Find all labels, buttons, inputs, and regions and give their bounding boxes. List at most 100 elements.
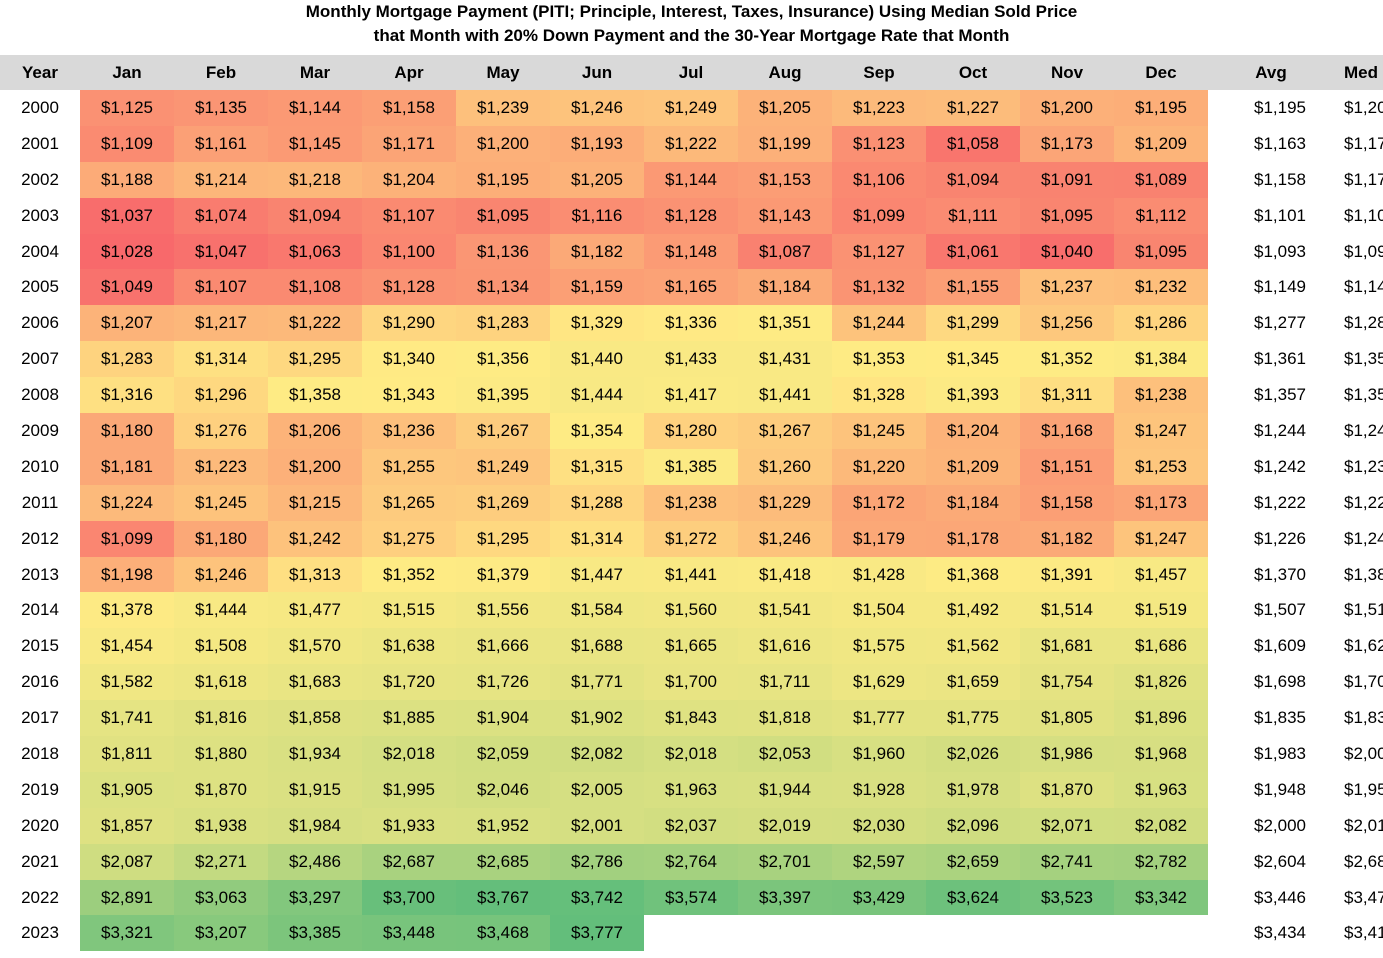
heatmap-cell: $2,037 xyxy=(644,807,738,844)
column-gap xyxy=(1208,664,1226,700)
avg-cell: $1,163 xyxy=(1254,133,1306,153)
heatmap-cell: $1,195 xyxy=(1114,90,1208,126)
column-gap xyxy=(1208,628,1226,664)
heatmap-cell: $1,107 xyxy=(174,269,268,306)
med-cell: $1,353 xyxy=(1344,349,1383,369)
heatmap-cell: $2,001 xyxy=(550,807,644,844)
heatmap-cell: $1,444 xyxy=(174,592,268,629)
heatmap-cell: $3,342 xyxy=(1114,879,1208,916)
heatmap-cell: $1,209 xyxy=(1114,125,1208,162)
heatmap-cell: $1,288 xyxy=(550,484,644,521)
heatmap-cell: $1,199 xyxy=(738,125,832,162)
chart-title-line-2: that Month with 20% Down Payment and the… xyxy=(373,26,1010,45)
heatmap-cell: $1,905 xyxy=(80,771,174,808)
heatmap-cell: $1,826 xyxy=(1114,664,1208,701)
heatmap-cell: $1,200 xyxy=(1020,90,1114,126)
heatmap-cell: $1,944 xyxy=(738,771,832,808)
heatmap-cell: $1,206 xyxy=(268,413,362,449)
table-row: 2009 $1,180 $1,276 $1,206 $1,236 $1,267 $1,354… xyxy=(0,413,1383,449)
heatmap-cell: $1,290 xyxy=(362,305,456,342)
heatmap-cell: $1,688 xyxy=(550,628,644,665)
year-label: 2019 xyxy=(21,779,59,799)
heatmap-cell: $1,095 xyxy=(456,197,550,234)
heatmap-cell: $1,255 xyxy=(362,448,456,485)
heatmap-cell: $3,468 xyxy=(456,915,550,952)
table-row: 2008 $1,316 $1,296 $1,358 $1,343 $1,395 $1,444… xyxy=(0,377,1383,414)
heatmap-cell: $1,214 xyxy=(174,161,268,198)
med-cell: $3,416 xyxy=(1344,923,1383,943)
heatmap-cell: $1,843 xyxy=(644,700,738,737)
header-year: Year xyxy=(0,55,80,90)
heatmap-cell: $1,316 xyxy=(80,377,174,414)
med-cell: $1,830 xyxy=(1344,708,1383,728)
heatmap-cell: $1,247 xyxy=(1114,520,1208,557)
header-month-may: May xyxy=(456,55,550,90)
avg-cell: $2,604 xyxy=(1254,851,1306,871)
heatmap-cell: $1,314 xyxy=(174,341,268,378)
heatmap-cell: $1,165 xyxy=(644,269,738,306)
heatmap-cell: $1,352 xyxy=(1020,341,1114,378)
heatmap-cell: $1,178 xyxy=(926,520,1020,557)
table-row: 2020 $1,857 $1,938 $1,984 $1,933 $1,952 $2,001… xyxy=(0,807,1383,844)
header-month-jan: Jan xyxy=(80,55,174,90)
heatmap-cell: $1,269 xyxy=(456,484,550,521)
column-gap xyxy=(1208,449,1226,485)
avg-cell: $2,000 xyxy=(1254,815,1306,835)
avg-cell: $1,609 xyxy=(1254,636,1306,656)
heatmap-cell: $1,047 xyxy=(174,233,268,270)
med-cell: $1,103 xyxy=(1344,205,1383,225)
year-label: 2013 xyxy=(21,564,59,584)
column-gap xyxy=(1208,521,1226,557)
heatmap-cell: $1,238 xyxy=(644,484,738,521)
med-cell: $1,351 xyxy=(1344,385,1383,405)
heatmap-cell: $1,236 xyxy=(362,413,456,449)
heatmap-cell: $2,782 xyxy=(1114,843,1208,880)
heatmap-cell: $1,256 xyxy=(1020,305,1114,342)
table-body: 2000 $1,125 $1,135 $1,144 $1,158 $1,239 $1,246… xyxy=(0,90,1383,952)
column-gap xyxy=(1208,162,1226,198)
heatmap-cell: $1,180 xyxy=(174,520,268,557)
heatmap-cell: $1,313 xyxy=(268,556,362,593)
heatmap-cell: $1,123 xyxy=(832,125,926,162)
heatmap-cell: $1,444 xyxy=(550,377,644,414)
heatmap-cell: $1,711 xyxy=(738,664,832,701)
heatmap-cell: $1,818 xyxy=(738,700,832,737)
heatmap-cell: $1,978 xyxy=(926,771,1020,808)
heatmap-cell: $1,811 xyxy=(80,736,174,772)
heatmap-cell xyxy=(644,915,738,952)
heatmap-cell: $2,891 xyxy=(80,879,174,916)
year-label: 2023 xyxy=(21,923,59,943)
year-label: 2014 xyxy=(21,600,59,620)
heatmap-cell: $1,700 xyxy=(644,664,738,701)
column-gap xyxy=(1208,90,1226,126)
heatmap-cell: $1,100 xyxy=(362,233,456,270)
heatmap-cell: $1,659 xyxy=(926,664,1020,701)
heatmap-cell: $1,182 xyxy=(550,233,644,270)
heatmap-cell: $1,184 xyxy=(738,269,832,306)
table-row: 2021 $2,087 $2,271 $2,486 $2,687 $2,685 $2,786… xyxy=(0,843,1383,880)
heatmap-cell: $1,995 xyxy=(362,771,456,808)
heatmap-cell: $2,019 xyxy=(738,807,832,844)
heatmap-cell: $1,249 xyxy=(644,90,738,126)
heatmap-cell: $1,816 xyxy=(174,700,268,737)
heatmap-cell: $1,295 xyxy=(268,341,362,378)
heatmap-cell: $1,433 xyxy=(644,341,738,378)
heatmap-cell: $1,089 xyxy=(1114,161,1208,198)
heatmap-cell: $1,960 xyxy=(832,736,926,772)
year-label: 2015 xyxy=(21,636,59,656)
heatmap-cell: $1,870 xyxy=(174,771,268,808)
heatmap-cell: $1,106 xyxy=(832,161,926,198)
table-row: 2006 $1,207 $1,217 $1,222 $1,290 $1,283 $1,329… xyxy=(0,305,1383,342)
avg-cell: $1,357 xyxy=(1254,385,1306,405)
heatmap-cell: $1,209 xyxy=(926,448,1020,485)
header-month-oct: Oct xyxy=(926,55,1020,90)
heatmap-cell: $1,144 xyxy=(268,90,362,126)
column-gap xyxy=(1208,736,1226,772)
avg-cell: $1,835 xyxy=(1254,708,1306,728)
heatmap-cell: $1,145 xyxy=(268,125,362,162)
heatmap-cell: $3,385 xyxy=(268,915,362,952)
table-row: 2010 $1,181 $1,223 $1,200 $1,255 $1,249 $1,315… xyxy=(0,448,1383,485)
avg-cell: $1,948 xyxy=(1254,779,1306,799)
heatmap-cell: $1,351 xyxy=(738,305,832,342)
year-label: 2002 xyxy=(21,169,59,189)
